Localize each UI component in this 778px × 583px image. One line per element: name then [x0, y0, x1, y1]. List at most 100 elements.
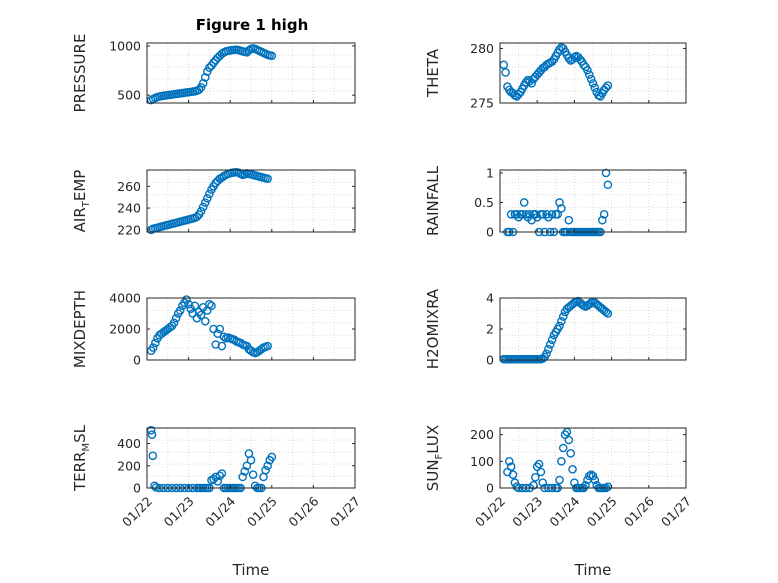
y-axis-label: AIRTEMP	[71, 170, 92, 233]
data-point	[564, 435, 574, 445]
data-point	[583, 65, 592, 75]
y-tick-label: 2000	[109, 322, 141, 337]
data-point	[601, 168, 611, 178]
data-point	[557, 457, 566, 466]
data-point	[263, 461, 272, 471]
data-point	[150, 481, 159, 491]
data-point	[603, 309, 613, 318]
series-markers	[146, 44, 277, 105]
y-tick-label: 0.5	[474, 195, 494, 210]
data-point	[547, 209, 557, 219]
axes-box	[499, 169, 687, 233]
y-axis-label: RAINFALL	[424, 165, 442, 236]
data-point	[205, 189, 214, 199]
data-point	[584, 471, 594, 481]
data-point	[194, 85, 204, 95]
data-point	[196, 310, 206, 320]
y-axis-label: THETA	[424, 48, 442, 98]
data-point	[525, 209, 535, 219]
data-point	[590, 83, 600, 93]
data-point	[531, 473, 540, 482]
data-point	[566, 449, 575, 458]
data-point	[553, 209, 562, 219]
y-tick-label: 100	[470, 454, 494, 469]
data-point	[248, 470, 258, 479]
data-point	[238, 472, 247, 482]
y-tick-label: 200	[470, 427, 494, 442]
grid-lines	[147, 428, 355, 488]
data-point	[590, 475, 600, 485]
data-point	[171, 313, 181, 323]
data-point	[217, 469, 227, 478]
data-point	[148, 451, 158, 461]
data-point	[568, 465, 577, 474]
y-tick-label: 0	[486, 225, 494, 240]
y-tick-label: 0	[133, 353, 141, 368]
y-tick-label: 4000	[109, 291, 141, 306]
data-point	[547, 335, 557, 345]
y-tick-label: 240	[117, 201, 141, 216]
data-point	[555, 198, 564, 207]
data-point	[200, 198, 210, 207]
data-point	[512, 482, 522, 491]
grid-lines	[500, 298, 686, 360]
y-tick-label: 0	[486, 481, 494, 496]
data-point	[601, 307, 611, 317]
data-point	[555, 475, 564, 485]
data-point	[506, 462, 516, 471]
data-point	[508, 470, 518, 479]
data-point	[555, 45, 564, 54]
x-axis-label: Time	[574, 561, 612, 579]
data-point	[263, 174, 272, 184]
data-point	[205, 299, 214, 309]
data-point	[564, 53, 574, 63]
data-point	[564, 215, 574, 225]
data-point	[542, 349, 551, 359]
y-axis-label: H2OMIXRA	[424, 288, 442, 369]
data-point	[263, 341, 272, 351]
data-point	[215, 471, 225, 481]
axes-box	[499, 42, 687, 104]
data-point	[146, 425, 156, 435]
data-point	[267, 51, 277, 61]
data-point	[544, 344, 553, 354]
data-point	[209, 58, 218, 67]
data-point	[598, 215, 607, 225]
y-tick-label: 0	[133, 481, 141, 496]
data-point	[599, 209, 609, 219]
data-point	[534, 459, 544, 469]
data-point	[169, 318, 179, 328]
data-point	[213, 477, 223, 486]
data-point	[538, 478, 548, 487]
data-point	[182, 295, 191, 304]
axes-box	[146, 42, 356, 104]
y-tick-label: 275	[470, 96, 494, 111]
data-point	[196, 207, 206, 216]
data-point	[504, 457, 514, 466]
data-point	[200, 316, 210, 326]
y-axis-label: SUNFLUX	[424, 425, 445, 491]
data-point	[147, 430, 157, 439]
data-point	[519, 198, 529, 207]
data-point	[190, 301, 200, 311]
y-tick-label: 0	[486, 353, 494, 368]
series-markers	[503, 427, 613, 493]
y-tick-label: 1	[486, 165, 494, 180]
y-tick-label: 1000	[109, 38, 141, 53]
data-point	[558, 443, 568, 453]
data-point	[151, 338, 160, 348]
y-axis-label: TERRMSL	[71, 424, 92, 492]
series-markers	[499, 43, 613, 101]
data-point	[586, 74, 596, 84]
data-point	[242, 461, 252, 471]
data-point	[588, 79, 598, 88]
y-tick-label: 200	[117, 458, 141, 473]
data-point	[217, 341, 227, 351]
series-markers	[146, 295, 272, 358]
data-point	[584, 70, 594, 79]
data-point	[527, 79, 536, 88]
x-axis-label: Time	[232, 561, 270, 579]
subplot-airtemp: 220 240 260 AIRTEMP	[71, 167, 356, 237]
